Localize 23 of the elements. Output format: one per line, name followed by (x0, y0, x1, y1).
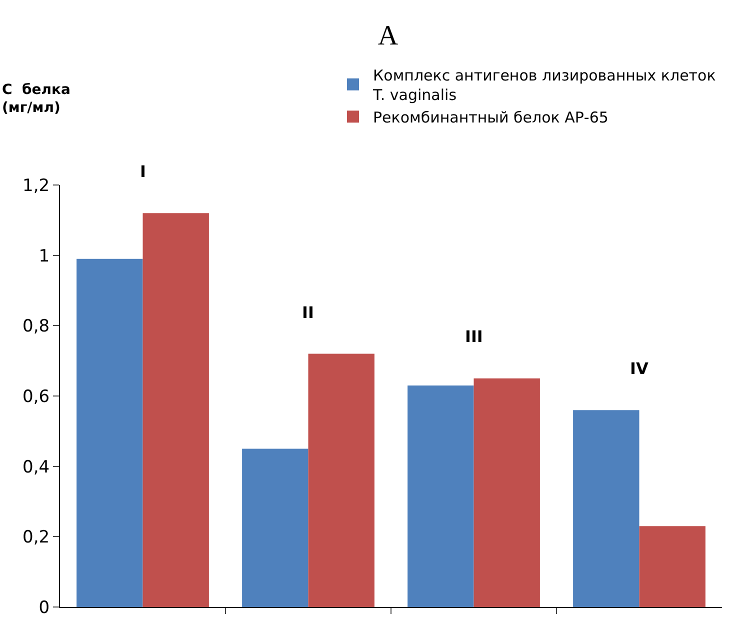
legend-label: Комплекс антигенов лизированных клеток T. vaginalis (372, 66, 716, 104)
bar (242, 448, 308, 607)
y-tick-label: 1,2 (22, 176, 50, 196)
bar (308, 354, 374, 607)
bar (142, 213, 209, 607)
y-tick-label: 0,8 (22, 316, 50, 337)
bar (474, 378, 540, 607)
annotation: III (465, 327, 483, 346)
text: I (140, 162, 146, 181)
bar (639, 526, 706, 607)
chart-title: A (378, 20, 399, 52)
y-tick-label: 1 (38, 246, 50, 266)
y-tick-label: 0,6 (22, 386, 50, 407)
legend-label: Рекомбинантный белок АР-65 (373, 108, 608, 126)
bar (76, 258, 143, 607)
y-tick-label: 0 (38, 598, 50, 618)
y-axis-title: С белка (мг/мл) (2, 82, 70, 116)
annotation: IV (630, 359, 649, 378)
y-tick-label: 0,4 (22, 457, 50, 478)
bar (408, 385, 474, 607)
y-tick-label: 0,2 (22, 528, 50, 548)
annotation: II (302, 303, 314, 322)
bar (573, 410, 640, 607)
